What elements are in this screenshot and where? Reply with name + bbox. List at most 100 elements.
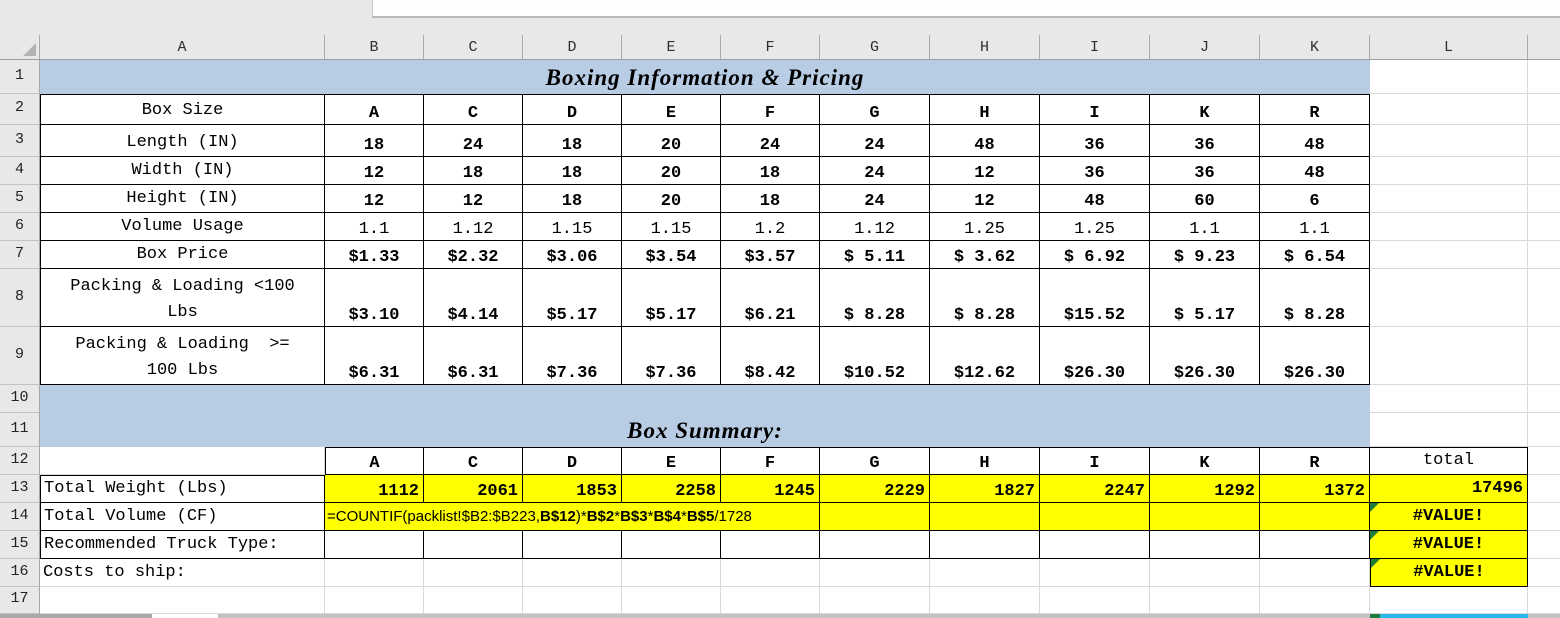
- cell[interactable]: 36: [1150, 157, 1260, 185]
- cell[interactable]: $7.36: [523, 327, 622, 385]
- cell[interactable]: 18: [424, 157, 523, 185]
- cell[interactable]: [523, 587, 622, 614]
- row-header-8[interactable]: 8: [0, 269, 40, 327]
- column-header-h[interactable]: H: [930, 35, 1040, 59]
- cell[interactable]: [1150, 559, 1260, 587]
- cell[interactable]: [820, 531, 930, 559]
- cell[interactable]: 1112: [325, 475, 424, 503]
- cell[interactable]: [930, 503, 1040, 531]
- row-header-7[interactable]: 7: [0, 241, 40, 269]
- cell[interactable]: [1150, 531, 1260, 559]
- cell[interactable]: 6: [1260, 185, 1370, 213]
- cell[interactable]: $26.30: [1150, 327, 1260, 385]
- cell[interactable]: H: [930, 447, 1040, 475]
- volume-formula-cell[interactable]: =COUNTIF(packlist!$B2:$B223, B$12)* B$2 * B$…: [325, 503, 820, 531]
- cell[interactable]: 1.2: [721, 213, 820, 241]
- cell[interactable]: 2061: [424, 475, 523, 503]
- cell[interactable]: 1827: [930, 475, 1040, 503]
- cell[interactable]: 1.25: [930, 213, 1040, 241]
- cell[interactable]: 2258: [622, 475, 721, 503]
- cell[interactable]: G: [820, 94, 930, 125]
- cell[interactable]: I: [1040, 447, 1150, 475]
- cell[interactable]: [325, 559, 424, 587]
- cell[interactable]: [40, 385, 1370, 413]
- cell[interactable]: [1370, 327, 1528, 385]
- row-header-9[interactable]: 9: [0, 327, 40, 385]
- cell[interactable]: 48: [1260, 157, 1370, 185]
- cell[interactable]: 24: [820, 157, 930, 185]
- cell[interactable]: [1040, 531, 1150, 559]
- cell[interactable]: [424, 559, 523, 587]
- cell[interactable]: [930, 531, 1040, 559]
- cell[interactable]: [1528, 185, 1560, 213]
- column-header-d[interactable]: D: [523, 35, 622, 59]
- row-label-cell[interactable]: Recommended Truck Type:: [40, 531, 325, 559]
- total-weight-total-cell[interactable]: 17496: [1370, 475, 1528, 503]
- column-header-g[interactable]: G: [820, 35, 930, 59]
- cell[interactable]: [1528, 60, 1560, 94]
- row-label-cell[interactable]: Height (IN): [40, 185, 325, 213]
- cell[interactable]: [820, 559, 930, 587]
- cell[interactable]: $3.10: [325, 269, 424, 327]
- cell[interactable]: $5.17: [523, 269, 622, 327]
- cell[interactable]: [523, 559, 622, 587]
- cell[interactable]: [820, 503, 930, 531]
- cell[interactable]: D: [523, 447, 622, 475]
- cell[interactable]: [1528, 475, 1560, 503]
- cell[interactable]: 1245: [721, 475, 820, 503]
- row-header-17[interactable]: 17: [0, 587, 40, 614]
- row-header-15[interactable]: 15: [0, 531, 40, 559]
- cell[interactable]: 24: [721, 125, 820, 157]
- cell[interactable]: [1370, 185, 1528, 213]
- cell[interactable]: E: [622, 447, 721, 475]
- cell[interactable]: 12: [930, 185, 1040, 213]
- cell[interactable]: [1528, 157, 1560, 185]
- cell[interactable]: H: [930, 94, 1040, 125]
- cell[interactable]: 12: [930, 157, 1040, 185]
- column-header-f[interactable]: F: [721, 35, 820, 59]
- cell[interactable]: [1528, 327, 1560, 385]
- cell[interactable]: $ 3.62: [930, 241, 1040, 269]
- cell[interactable]: [1370, 269, 1528, 327]
- cell[interactable]: $3.54: [622, 241, 721, 269]
- row-header-13[interactable]: 13: [0, 475, 40, 503]
- row-header-12[interactable]: 12: [0, 447, 40, 475]
- cell[interactable]: [1528, 94, 1560, 125]
- cell[interactable]: $ 8.28: [930, 269, 1040, 327]
- cell[interactable]: [721, 559, 820, 587]
- cell[interactable]: $26.30: [1260, 327, 1370, 385]
- cell[interactable]: 48: [1260, 125, 1370, 157]
- cell[interactable]: $ 8.28: [1260, 269, 1370, 327]
- cell[interactable]: $ 5.17: [1150, 269, 1260, 327]
- cell[interactable]: $2.32: [424, 241, 523, 269]
- cell[interactable]: 1.1: [1150, 213, 1260, 241]
- cell[interactable]: $6.21: [721, 269, 820, 327]
- column-header-partial[interactable]: [1528, 35, 1560, 59]
- cell[interactable]: 36: [1040, 157, 1150, 185]
- cell[interactable]: $15.52: [1040, 269, 1150, 327]
- row-header-3[interactable]: 3: [0, 125, 40, 157]
- cell[interactable]: 1292: [1150, 475, 1260, 503]
- total-header-cell[interactable]: total: [1370, 447, 1528, 475]
- cell[interactable]: R: [1260, 447, 1370, 475]
- select-all-corner[interactable]: [0, 35, 40, 59]
- cell[interactable]: [1370, 157, 1528, 185]
- cell[interactable]: 1.15: [523, 213, 622, 241]
- cell[interactable]: $5.17: [622, 269, 721, 327]
- cell[interactable]: 12: [424, 185, 523, 213]
- cell[interactable]: $ 8.28: [820, 269, 930, 327]
- cell[interactable]: $7.36: [622, 327, 721, 385]
- cell[interactable]: 18: [523, 157, 622, 185]
- cell[interactable]: 2247: [1040, 475, 1150, 503]
- cell[interactable]: $26.30: [1040, 327, 1150, 385]
- cell[interactable]: K: [1150, 94, 1260, 125]
- cell[interactable]: 20: [622, 157, 721, 185]
- cell[interactable]: $8.42: [721, 327, 820, 385]
- cell[interactable]: $6.31: [424, 327, 523, 385]
- cell[interactable]: I: [1040, 94, 1150, 125]
- cell[interactable]: [1040, 503, 1150, 531]
- cell[interactable]: $12.62: [930, 327, 1040, 385]
- cell[interactable]: [1528, 385, 1560, 413]
- cell[interactable]: 24: [424, 125, 523, 157]
- cell[interactable]: 20: [622, 125, 721, 157]
